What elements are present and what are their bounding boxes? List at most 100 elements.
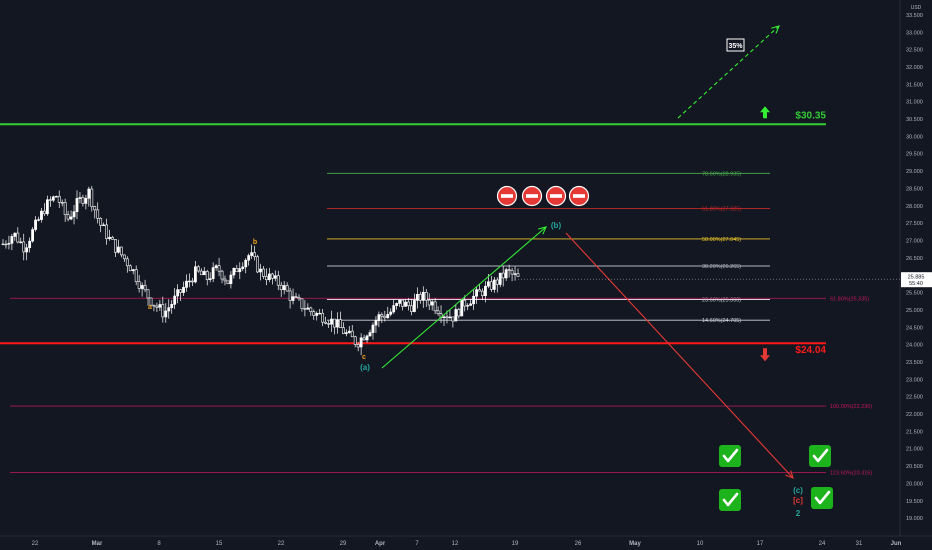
candle-body	[185, 280, 188, 288]
candle-body	[371, 324, 375, 333]
candle-body	[424, 291, 428, 301]
candle-body	[344, 332, 348, 334]
candle-body	[359, 337, 363, 348]
candle-body	[193, 266, 197, 283]
time-tick-label: 10	[697, 541, 704, 547]
candle-body	[102, 224, 106, 227]
no-entry-bar	[550, 194, 562, 198]
candle-body	[22, 241, 26, 253]
candle-body	[78, 197, 82, 199]
candle-body	[40, 210, 43, 220]
candle-body	[510, 270, 514, 275]
candle-body	[19, 241, 23, 244]
candle-body	[69, 216, 73, 220]
candle-body	[433, 301, 437, 312]
candle-body	[265, 276, 268, 281]
candle-body	[250, 252, 254, 256]
time-tick-label: 8	[157, 541, 161, 547]
candle-body	[282, 285, 286, 291]
candle-body	[205, 271, 209, 280]
signal-icons	[496, 185, 833, 511]
time-tick-label: 31	[856, 541, 863, 547]
candle-body	[34, 219, 37, 230]
candle-body	[442, 316, 446, 318]
price-tick-label: 25.000	[906, 308, 923, 314]
candle-body	[256, 256, 259, 273]
candle-body	[421, 291, 425, 301]
price-tick-label: 26.500	[906, 256, 923, 262]
candle-body	[279, 284, 283, 291]
wave-label-intermediate: [c]	[793, 496, 803, 505]
time-tick-label: 22	[278, 541, 285, 547]
no-entry-bar	[573, 194, 585, 198]
price-axis[interactable]: USD 33.500 33.000 32.500 32.000 31.500 31.000 3…	[899, 0, 923, 536]
candle-body	[25, 247, 29, 253]
candle-body	[99, 217, 103, 226]
candle-body	[516, 273, 520, 277]
price-tick-label: 19.000	[906, 516, 923, 522]
candle-body	[134, 269, 138, 282]
fib-retracement-label: 78.60%(28.935)	[702, 171, 741, 177]
candle-body	[297, 296, 301, 300]
candle-body	[341, 327, 345, 334]
candle-body	[306, 307, 310, 310]
candle-body	[469, 303, 473, 306]
check-mark-stroke	[722, 448, 739, 463]
candle-body	[427, 299, 431, 306]
candle-body	[418, 294, 422, 301]
candle-body	[484, 285, 487, 297]
price-tick-label: 32.500	[906, 48, 923, 54]
candle-body	[10, 236, 14, 244]
candle-body	[318, 312, 322, 315]
fib-extension-label: 123.60%(20.315)	[830, 470, 872, 476]
candle-body	[383, 315, 387, 319]
price-tick-label: 20.000	[906, 481, 923, 487]
candle-body	[253, 252, 256, 258]
candle-body	[513, 273, 517, 275]
candle-body	[235, 268, 239, 273]
price-tick-label: 31.500	[906, 82, 923, 88]
fib-retracement-label: 61.80%(27.925)	[702, 206, 741, 212]
no-entry-bar	[526, 194, 538, 198]
candle-body	[487, 281, 490, 287]
wave-label-minor: b	[253, 239, 257, 246]
candle-body	[241, 266, 245, 269]
candle-body	[475, 289, 478, 297]
candle-body	[37, 219, 40, 221]
price-tick-label: 29.500	[906, 152, 923, 158]
check-mark-stroke	[814, 490, 831, 505]
arrow-down-icon	[760, 348, 770, 362]
candle-body	[155, 305, 159, 308]
candle-body	[182, 287, 185, 293]
price-tick-label: 25.500	[906, 291, 923, 297]
time-axis[interactable]: 22 Mar 8 15 22 29 Apr 7 12 19 26 May 10 17 24 31 Jun	[0, 535, 932, 547]
candle-body	[270, 273, 274, 279]
candle-body	[415, 294, 419, 301]
candle-body	[315, 313, 319, 316]
price-tick-label: 24.500	[906, 325, 923, 331]
candle-body	[259, 268, 262, 273]
candle-body	[448, 316, 452, 319]
check-mark-stroke	[722, 492, 739, 507]
candle-body	[356, 344, 360, 348]
candle-body	[167, 307, 171, 312]
candle-body	[191, 280, 194, 283]
wave-c-arrow	[565, 232, 794, 479]
wave-label-cycle: 2	[796, 509, 801, 518]
fib-retracement-label: 38.20%(26.265)	[702, 264, 741, 270]
candle-body	[223, 278, 227, 282]
price-tick-label: 28.000	[906, 204, 923, 210]
price-tick-label: 33.500	[906, 13, 923, 19]
candle-body	[478, 289, 481, 292]
candle-body	[321, 312, 325, 323]
candle-body	[276, 275, 280, 286]
candle-body	[96, 209, 100, 219]
candle-body	[395, 303, 399, 306]
check-mark-icon	[809, 445, 831, 467]
time-tick-label: 29	[340, 541, 347, 547]
candle-body	[262, 268, 265, 277]
candle-body	[504, 269, 508, 279]
candle-body	[158, 304, 162, 308]
